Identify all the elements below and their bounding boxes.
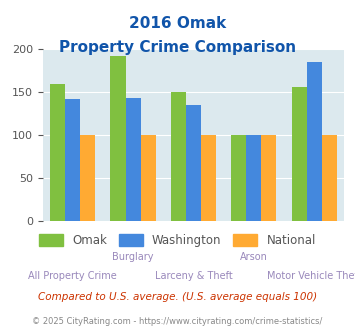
Bar <box>171 91 186 221</box>
Bar <box>231 135 246 221</box>
Text: Burglary: Burglary <box>113 252 154 262</box>
Text: © 2025 CityRating.com - https://www.cityrating.com/crime-statistics/: © 2025 CityRating.com - https://www.city… <box>32 317 323 326</box>
Bar <box>322 135 337 221</box>
Bar <box>50 84 65 221</box>
Bar <box>261 135 277 221</box>
Text: Larceny & Theft: Larceny & Theft <box>154 271 233 281</box>
Bar <box>201 135 216 221</box>
Text: Compared to U.S. average. (U.S. average equals 100): Compared to U.S. average. (U.S. average … <box>38 292 317 302</box>
Bar <box>141 135 156 221</box>
Text: Arson: Arson <box>240 252 268 262</box>
Text: Motor Vehicle Theft: Motor Vehicle Theft <box>267 271 355 281</box>
Bar <box>246 135 261 221</box>
Bar <box>291 87 307 221</box>
Bar <box>307 61 322 221</box>
Legend: Omak, Washington, National: Omak, Washington, National <box>34 229 321 251</box>
Bar <box>110 55 126 221</box>
Bar <box>186 105 201 221</box>
Bar <box>80 135 95 221</box>
Bar <box>65 99 80 221</box>
Bar <box>126 98 141 221</box>
Text: 2016 Omak: 2016 Omak <box>129 16 226 31</box>
Text: All Property Crime: All Property Crime <box>28 271 117 281</box>
Text: Property Crime Comparison: Property Crime Comparison <box>59 40 296 54</box>
